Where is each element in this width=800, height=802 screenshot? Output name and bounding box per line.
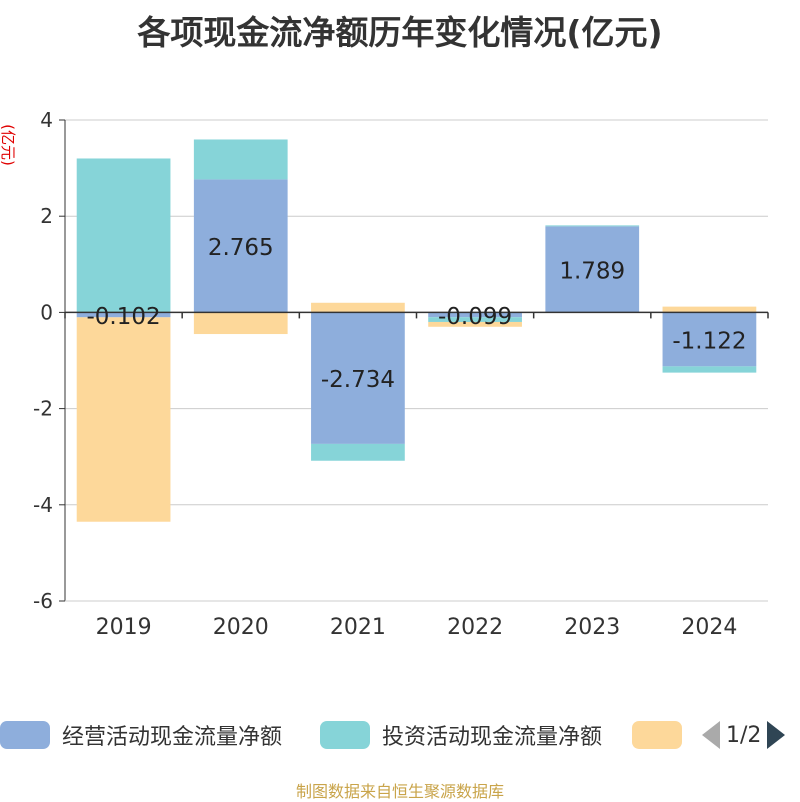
- bar-series1-2023: [545, 226, 640, 313]
- y-tick-label: -4: [33, 493, 53, 517]
- legend-item-third[interactable]: [632, 717, 694, 753]
- x-tick-label: 2020: [213, 615, 269, 640]
- bar-series3-2020: [193, 312, 288, 335]
- y-tick-label: 0: [40, 300, 53, 324]
- legend-swatch-investing: [320, 721, 370, 749]
- legend-swatch-operating: [0, 721, 50, 749]
- bar-series3-2021: [311, 302, 405, 313]
- x-tick-label: 2021: [330, 615, 386, 640]
- y-tick-label: 4: [40, 108, 53, 132]
- legend-label-operating: 经营活动现金流量净额: [62, 725, 283, 750]
- data-label: 2.765: [208, 235, 274, 261]
- y-axis-title: (亿元): [0, 124, 17, 166]
- data-label: 1.789: [559, 258, 625, 284]
- chart-title: 各项现金流净额历年变化情况(亿元): [137, 13, 663, 52]
- bar-series1-2022: [428, 312, 522, 318]
- bar-series2-2019: [76, 158, 171, 313]
- bar-series1-2019: [76, 312, 171, 318]
- legend-page-indicator: 1/2: [726, 722, 762, 748]
- y-tick-label: -6: [33, 589, 53, 613]
- bar-series2-2020: [193, 139, 288, 180]
- data-label: -0.099: [438, 304, 512, 330]
- data-label: -2.734: [321, 367, 395, 393]
- legend-item-operating[interactable]: 经营活动现金流量净额: [0, 717, 282, 753]
- bar-series1-2024: [662, 312, 757, 367]
- x-tick-label: 2019: [96, 615, 152, 640]
- legend-item-investing[interactable]: 投资活动现金流量净额: [320, 717, 602, 753]
- bar-series2-2024: [662, 366, 757, 373]
- legend-pager: 1/2: [702, 717, 786, 753]
- y-tick-label: -2: [33, 397, 53, 421]
- bar-series3-2024: [662, 306, 757, 313]
- x-tick-label: 2022: [447, 615, 503, 640]
- x-tick-label: 2023: [564, 615, 620, 640]
- data-label: -0.102: [87, 304, 161, 330]
- bar-series1-2020: [193, 179, 288, 313]
- legend-label-investing: 投资活动现金流量净额: [382, 725, 603, 750]
- bar-series1-2021: [311, 312, 405, 444]
- bar-series2-2023: [545, 225, 640, 227]
- data-label: -1.122: [672, 328, 746, 354]
- bar-series3-2022: [428, 321, 522, 327]
- y-tick-label: 2: [40, 204, 53, 228]
- source-footer: 制图数据来自恒生聚源数据库: [295, 782, 504, 801]
- x-tick-label: 2024: [681, 615, 737, 640]
- legend: 经营活动现金流量净额 投资活动现金流量净额 1/2: [0, 717, 800, 753]
- bar-series2-2021: [311, 443, 405, 461]
- legend-swatch-third: [632, 721, 682, 749]
- legend-prev-page-icon[interactable]: [702, 721, 720, 749]
- legend-next-page-icon[interactable]: [767, 721, 786, 749]
- chart-plot: 4 2 0 -2 -4 -6 (亿元) 2019 2020 2021 2022 2023 2024 -0.…: [0, 108, 769, 640]
- bar-series3-2019: [76, 317, 171, 522]
- bar-series2-2022: [428, 317, 522, 322]
